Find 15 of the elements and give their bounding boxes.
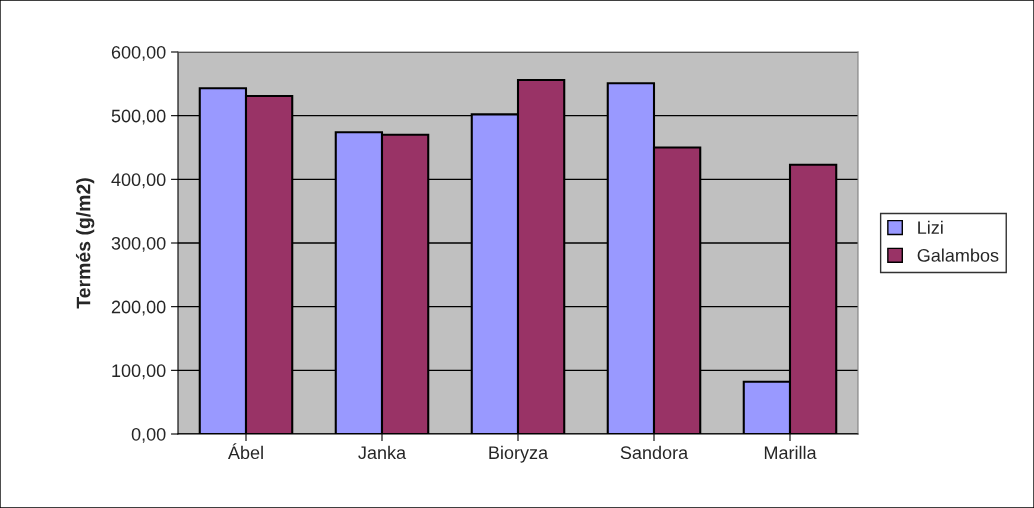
x-tick-label: Sandora <box>620 445 689 460</box>
x-tick-label: Marilla <box>764 445 817 460</box>
legend-label: Galambos <box>917 248 999 262</box>
y-tick-label: 600,00 <box>111 45 166 61</box>
y-tick-label: 300,00 <box>111 236 166 252</box>
y-tick-label: 400,00 <box>111 173 166 189</box>
y-tick-label: 500,00 <box>111 109 166 125</box>
x-tick-label: Ábel <box>227 443 263 460</box>
x-tick-label: Janka <box>358 445 407 460</box>
x-tick-label: Bioryza <box>489 445 549 463</box>
y-axis-title: Termés (g/m2) <box>75 178 95 309</box>
legend-label: Lizi <box>918 220 943 234</box>
y-tick-label: 200,00 <box>111 300 166 316</box>
y-tick-label: 0,00 <box>131 427 166 443</box>
y-tick-label: 100,00 <box>112 364 166 380</box>
